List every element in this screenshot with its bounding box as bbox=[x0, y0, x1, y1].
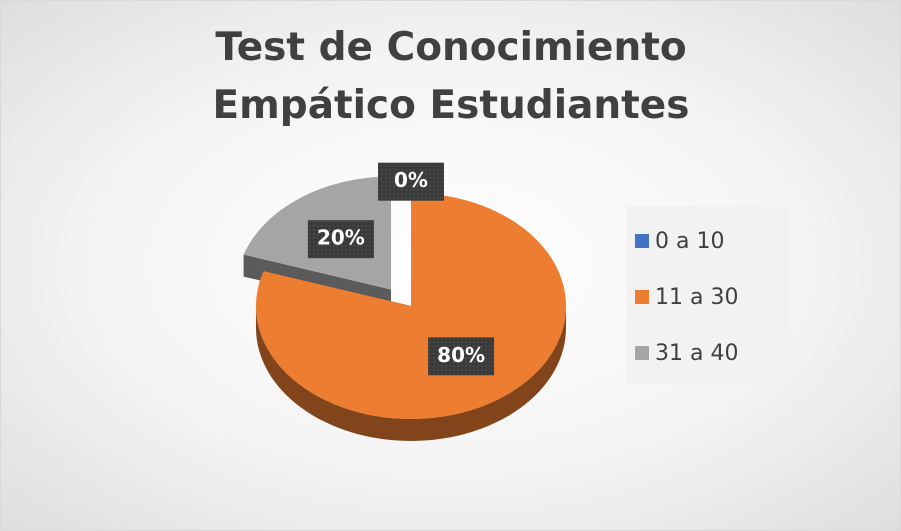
data-label: 20% bbox=[317, 226, 365, 250]
legend-label: 31 a 40 bbox=[655, 341, 738, 366]
chart-title: Test de Conocimiento Empático Estudiante… bbox=[212, 25, 690, 128]
data-label-box bbox=[378, 162, 444, 201]
data-label-box bbox=[428, 337, 495, 376]
data-label: 80% bbox=[437, 343, 485, 367]
legend-label: 11 a 30 bbox=[655, 285, 738, 310]
legend-label: 0 a 10 bbox=[655, 229, 724, 254]
data-label: 0% bbox=[394, 168, 428, 192]
legend-box bbox=[626, 206, 791, 383]
legend-swatch bbox=[635, 346, 649, 360]
data-label-box bbox=[307, 220, 374, 259]
legend-swatch bbox=[635, 290, 649, 304]
legend-swatch bbox=[635, 234, 649, 248]
slice-side bbox=[256, 306, 566, 441]
